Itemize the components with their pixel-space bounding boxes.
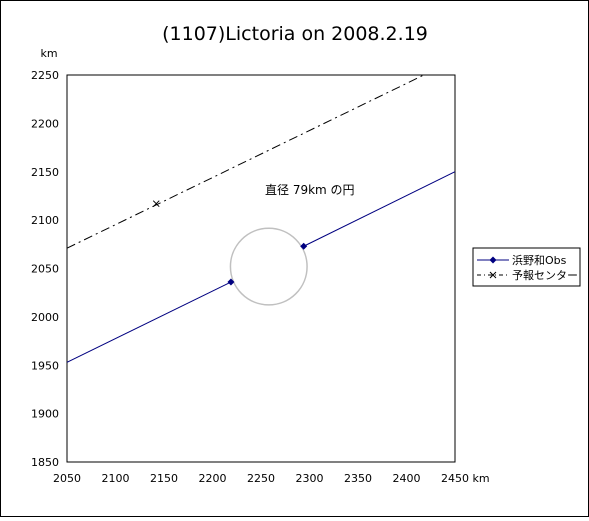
legend-label-1: 浜野和Obs [512, 254, 567, 267]
x-marker [489, 271, 497, 279]
x-tick-label: 2300 [296, 472, 324, 485]
x-tick-label: 2200 [199, 472, 227, 485]
y-tick-label: 1950 [31, 359, 59, 372]
y-axis-label: km [40, 47, 57, 60]
diamond-marker [300, 242, 308, 250]
y-tick-labels: 1850 1900 1950 2000 2050 2100 2150 2200 2250 [31, 69, 59, 469]
x-tick-label: 2250 [247, 472, 275, 485]
legend-label-2: 予報センター [512, 269, 578, 282]
chart-title: (1107)Lictoria on 2008.2.19 [162, 23, 428, 45]
y-tick-label: 2250 [31, 69, 59, 82]
legend: 浜野和Obs 予報センター [472, 247, 581, 287]
diamond-marker [227, 278, 235, 286]
x-marker [152, 200, 160, 208]
x-axis-label: km [472, 472, 489, 485]
y-tick-label: 2100 [31, 214, 59, 227]
x-tick-label: 2450 [441, 472, 469, 485]
x-tick-label: 2150 [150, 472, 178, 485]
series-line-1 [303, 171, 455, 247]
plot-area [66, 74, 456, 463]
x-tick-label: 2400 [393, 472, 421, 485]
circle-annotation: 直径 79km の円 [265, 183, 355, 197]
series-line-1 [67, 281, 232, 363]
x-tick-label: 2100 [102, 472, 130, 485]
y-tick-label: 2000 [31, 311, 59, 324]
diameter-circle [229, 227, 308, 306]
diamond-marker [489, 256, 497, 264]
y-tick-label: 2150 [31, 166, 59, 179]
x-tick-labels: 2050 2100 2150 2200 2250 2300 2350 2400 2450 [53, 472, 469, 485]
x-tick-label: 2350 [344, 472, 372, 485]
y-tick-label: 2050 [31, 263, 59, 276]
x-tick-label: 2050 [53, 472, 81, 485]
y-tick-label: 1850 [31, 456, 59, 469]
y-tick-label: 1900 [31, 408, 59, 421]
chart-marks [67, 75, 455, 363]
y-tick-label: 2200 [31, 117, 59, 130]
legend-box [472, 247, 581, 287]
